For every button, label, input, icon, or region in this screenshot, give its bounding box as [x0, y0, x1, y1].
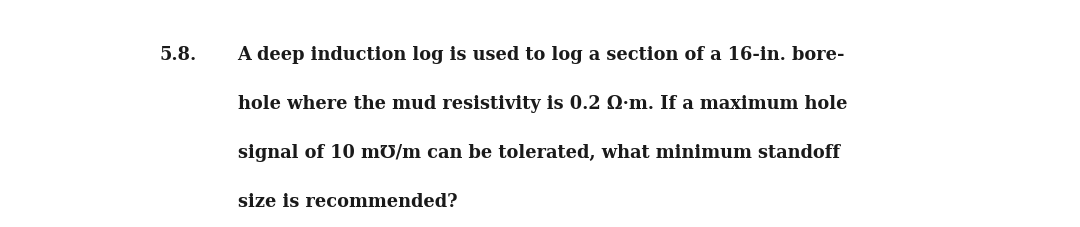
Text: size is recommended?: size is recommended? — [238, 192, 457, 210]
Text: hole where the mud resistivity is 0.2 Ω·m. If a maximum hole: hole where the mud resistivity is 0.2 Ω·… — [238, 94, 847, 112]
Text: A deep induction log is used to log a section of a 16-in. bore-: A deep induction log is used to log a se… — [238, 45, 846, 63]
Text: 5.8.: 5.8. — [160, 45, 197, 63]
Text: signal of 10 m℧/m can be tolerated, what minimum standoff: signal of 10 m℧/m can be tolerated, what… — [238, 143, 839, 161]
